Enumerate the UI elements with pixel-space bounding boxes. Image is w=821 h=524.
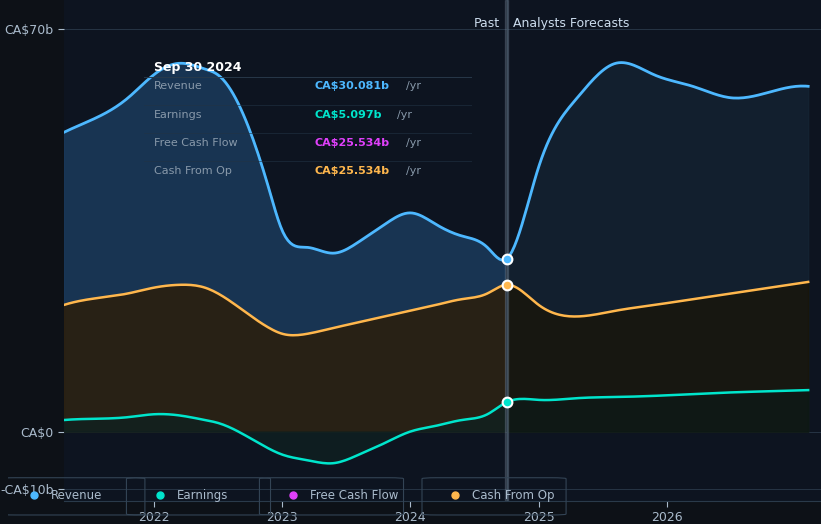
- Text: Revenue: Revenue: [51, 489, 103, 501]
- Bar: [506, 0, 508, 500]
- Text: Past: Past: [474, 17, 500, 30]
- Text: /yr: /yr: [406, 81, 421, 91]
- Text: CA$25.534b: CA$25.534b: [314, 138, 390, 148]
- Text: Free Cash Flow: Free Cash Flow: [310, 489, 398, 501]
- Text: Analysts Forecasts: Analysts Forecasts: [513, 17, 630, 30]
- Text: Free Cash Flow: Free Cash Flow: [154, 138, 237, 148]
- Text: Cash From Op: Cash From Op: [472, 489, 555, 501]
- Text: CA$5.097b: CA$5.097b: [314, 110, 382, 119]
- Text: Cash From Op: Cash From Op: [154, 166, 232, 176]
- Text: /yr: /yr: [406, 166, 421, 176]
- Text: /yr: /yr: [397, 110, 412, 119]
- Text: CA$25.534b: CA$25.534b: [314, 166, 390, 176]
- Text: Earnings: Earnings: [154, 110, 202, 119]
- Text: Revenue: Revenue: [154, 81, 202, 91]
- Text: Earnings: Earnings: [177, 489, 228, 501]
- Text: CA$30.081b: CA$30.081b: [314, 81, 389, 91]
- Text: Sep 30 2024: Sep 30 2024: [154, 61, 241, 74]
- Text: /yr: /yr: [406, 138, 421, 148]
